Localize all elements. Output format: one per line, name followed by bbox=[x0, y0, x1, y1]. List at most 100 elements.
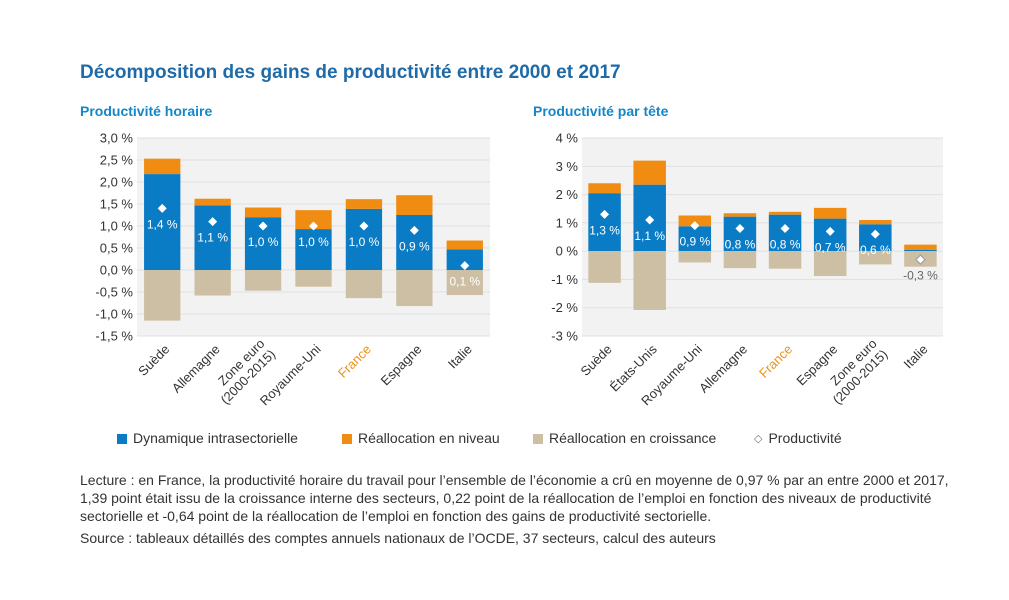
legend-item-productivite: ◇ Productivité bbox=[754, 430, 842, 446]
bar-croissance bbox=[588, 251, 621, 283]
y-tick-label: 2,5 % bbox=[100, 153, 134, 168]
x-tick-line: Italie bbox=[901, 342, 931, 372]
bar-intra bbox=[345, 208, 383, 270]
bar-croissance bbox=[295, 270, 332, 287]
data-label: 0,9 % bbox=[679, 235, 710, 249]
y-tick-label: 3 % bbox=[556, 159, 579, 174]
data-label: 0,8 % bbox=[770, 238, 801, 252]
y-tick-label: -2 % bbox=[551, 300, 578, 315]
data-label: 1,3 % bbox=[589, 223, 620, 237]
chart-productivite-horaire: 3,0 % 2,5 % 2,0 % 1,5 % 1,0 % 0,5 % 0,0 % -0,5 … bbox=[95, 131, 490, 408]
y-tick-label: 2 % bbox=[556, 187, 579, 202]
legend-label-croissance: Réallocation en croissance bbox=[549, 430, 717, 446]
bar-niveau bbox=[144, 158, 181, 175]
y-tick-label: -0,5 % bbox=[95, 285, 133, 300]
x-tick-label: Suède bbox=[577, 342, 614, 379]
productivity-marker bbox=[645, 215, 655, 225]
y-tick-label: -1 % bbox=[551, 272, 578, 287]
productivity-marker bbox=[825, 226, 835, 236]
bar-intra bbox=[194, 205, 231, 270]
data-label: 1,0 % bbox=[248, 235, 279, 249]
x-tick-label: Italie bbox=[901, 342, 931, 372]
productivity-marker bbox=[309, 221, 318, 231]
bar-niveau bbox=[678, 215, 712, 227]
bar-niveau bbox=[588, 183, 621, 194]
bar-niveau bbox=[345, 199, 383, 209]
bar-niveau bbox=[859, 220, 892, 225]
productivity-marker bbox=[870, 229, 880, 239]
y-tick-label: 0,5 % bbox=[100, 241, 134, 256]
bar-intra bbox=[396, 215, 433, 270]
data-label: -0,3 % bbox=[903, 269, 938, 283]
bar-niveau bbox=[295, 210, 332, 230]
data-label: 0,8 % bbox=[725, 238, 756, 252]
legend-swatch-niveau bbox=[342, 434, 352, 444]
chart1-title: Productivité horaire bbox=[80, 103, 213, 119]
legend-item-intra: Dynamique intrasectorielle bbox=[117, 430, 298, 446]
bar-croissance bbox=[396, 270, 433, 307]
productivity-marker bbox=[915, 254, 926, 265]
data-label: 1,4 % bbox=[147, 217, 178, 231]
bar-niveau bbox=[904, 244, 937, 250]
x-tick-label: Allemagne bbox=[696, 342, 750, 396]
bar-niveau bbox=[768, 211, 802, 215]
productivity-marker bbox=[690, 221, 700, 231]
reading-note: Lecture : en France, la productivité hor… bbox=[80, 472, 949, 524]
legend-label-niveau: Réallocation en niveau bbox=[358, 430, 500, 446]
productivity-marker bbox=[258, 221, 268, 231]
bar-intra bbox=[588, 193, 621, 252]
x-tick-line: France bbox=[756, 342, 795, 381]
productivity-marker bbox=[208, 217, 218, 227]
bar-croissance bbox=[345, 270, 383, 299]
data-label: 1,1 % bbox=[634, 229, 665, 243]
bar-niveau bbox=[633, 160, 666, 185]
y-tick-label: 3,0 % bbox=[100, 131, 134, 146]
bar-croissance bbox=[446, 270, 483, 296]
legend-label-productivite: Productivité bbox=[768, 430, 842, 446]
bar-intra bbox=[144, 174, 181, 270]
y-tick-label: 0 % bbox=[556, 244, 579, 259]
data-label: 0,6 % bbox=[860, 243, 891, 257]
data-label: 1,1 % bbox=[197, 231, 228, 245]
y-tick-label: 0,0 % bbox=[100, 263, 134, 278]
bar-intra bbox=[678, 226, 712, 252]
y-tick-label: -1,0 % bbox=[95, 307, 133, 322]
legend-item-niveau: Réallocation en niveau bbox=[342, 430, 500, 446]
y-tick-label: 4 % bbox=[556, 131, 579, 146]
bar-croissance bbox=[244, 270, 282, 291]
data-label: 0,9 % bbox=[399, 239, 430, 253]
x-tick-line: Allemagne bbox=[696, 342, 750, 396]
bar-intra bbox=[295, 229, 332, 270]
productivity-marker bbox=[600, 209, 610, 219]
bar-intra bbox=[723, 216, 757, 252]
bar-niveau bbox=[194, 198, 231, 206]
y-tick-label: 2,0 % bbox=[100, 175, 134, 190]
bar-niveau bbox=[813, 207, 847, 219]
source-note: Source : tableaux détaillés des comptes … bbox=[80, 530, 716, 546]
x-tick-line: Suède bbox=[577, 342, 614, 379]
data-label: 0,1 % bbox=[449, 275, 480, 289]
y-tick-label: -1,5 % bbox=[95, 329, 133, 344]
data-label: 1,0 % bbox=[298, 235, 329, 249]
page-title: Décomposition des gains de productivité … bbox=[80, 62, 621, 83]
y-tick-label: -3 % bbox=[551, 329, 578, 344]
bar-intra bbox=[446, 249, 483, 270]
y-tick-label: 1,0 % bbox=[100, 219, 134, 234]
bar-intra bbox=[904, 249, 937, 252]
bar-niveau bbox=[446, 240, 483, 250]
bar-croissance bbox=[723, 251, 757, 269]
bar-niveau bbox=[396, 195, 433, 215]
chart2-title: Productivité par tête bbox=[533, 103, 669, 119]
bar-croissance bbox=[633, 251, 666, 310]
legend-label-intra: Dynamique intrasectorielle bbox=[133, 430, 298, 446]
bar-croissance bbox=[678, 251, 712, 263]
bar-niveau bbox=[723, 213, 757, 217]
y-tick-label: 1,5 % bbox=[100, 197, 134, 212]
bar-croissance bbox=[768, 251, 802, 269]
x-tick-label: France bbox=[756, 342, 795, 381]
chart-productivite-par-tete: 4 % 3 % 2 % 1 % 0 % -1 % -2 % -3 % 1,3 % Suède 1,1… bbox=[551, 131, 943, 408]
legend-swatch-intra bbox=[117, 434, 127, 444]
legend-diamond-icon: ◇ bbox=[754, 433, 763, 445]
legend-swatch-croissance bbox=[533, 434, 543, 444]
productivity-marker bbox=[157, 203, 167, 213]
